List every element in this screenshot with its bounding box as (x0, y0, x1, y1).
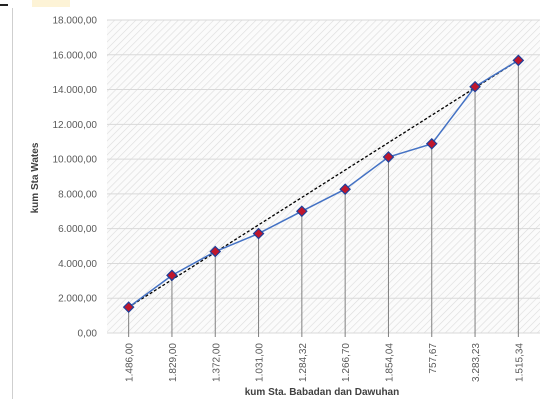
plot-area (107, 20, 540, 333)
data-point-marker (425, 137, 438, 150)
series-layer (122, 54, 525, 314)
selection-tab (32, 0, 70, 7)
gridlines (107, 19, 540, 334)
x-tick-label: 1.372,00 (211, 343, 222, 382)
x-tick-label: 3.283,23 (471, 343, 482, 382)
y-tick-label: 6.000,00 (58, 224, 97, 235)
y-tick-label: 14.000,00 (53, 85, 98, 96)
y-tick-label: 8.000,00 (58, 189, 97, 200)
x-tick-label: 1.829,00 (168, 343, 179, 382)
data-point-marker (209, 245, 222, 258)
x-tick-label: 1.854,04 (384, 343, 395, 382)
x-tick-label: 1.031,00 (255, 343, 266, 382)
series-line (128, 59, 519, 308)
data-point-marker (252, 227, 265, 240)
y-tick-label: 12.000,00 (53, 120, 98, 131)
y-tick-label: 16.000,00 (53, 50, 98, 61)
x-tick-label: 1.284,32 (298, 343, 309, 382)
y-tick-label: 0,00 (78, 329, 98, 340)
selection-mark (0, 4, 8, 6)
data-point-marker (512, 54, 525, 67)
data-point-marker (382, 151, 395, 163)
trendline-layer (128, 59, 519, 308)
y-axis-label: kum Sta Wates (30, 142, 41, 213)
data-point-marker (469, 80, 481, 93)
y-tick-label: 4.000,00 (58, 259, 97, 270)
drop-lines (128, 60, 519, 337)
trendline (128, 59, 519, 308)
data-point-marker (296, 205, 308, 218)
x-tick-label: 757,67 (428, 343, 439, 374)
x-tick-label: 1.266,70 (341, 343, 352, 382)
data-point-marker (339, 183, 351, 196)
x-tick-labels: 1.486,00 1.829,00 1.372,00 1.031,00 1.284,32… (125, 343, 526, 382)
x-axis-label: kum Sta. Babadan dan Dawuhan (245, 387, 399, 398)
x-tick-label: 1.515,34 (514, 343, 525, 382)
y-tick-label: 2.000,00 (58, 294, 97, 305)
y-tick-labels: 0,00 2.000,00 4.000,00 6.000,00 8.000,00 10.0… (53, 16, 98, 340)
chart-frame-edge (12, 8, 13, 399)
y-tick-label: 18.000,00 (53, 16, 98, 27)
data-point-marker (166, 269, 178, 282)
x-tick-label: 1.486,00 (125, 343, 136, 382)
data-point-marker (122, 301, 135, 314)
y-tick-label: 10.000,00 (53, 155, 98, 166)
